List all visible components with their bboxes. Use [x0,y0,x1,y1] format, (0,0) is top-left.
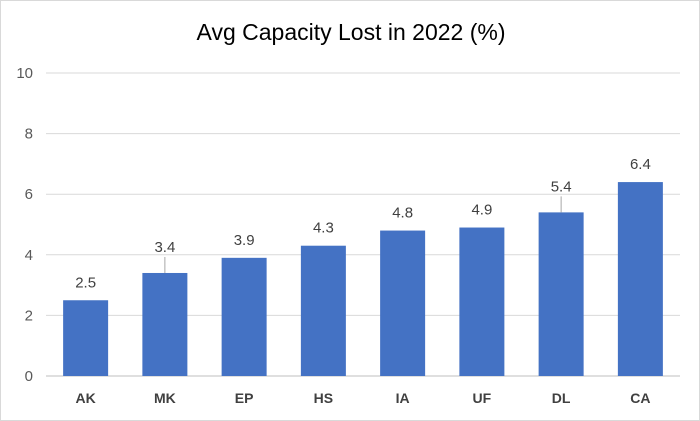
x-axis-categories: AK MK EP HS IA UF DL CA [76,390,651,406]
bar-CA [617,182,663,376]
data-label: 3.9 [234,232,255,249]
x-category-label: HS [314,390,333,406]
bar-AK [63,300,109,376]
data-label: 5.4 [551,178,572,195]
y-tick-label: 4 [25,247,33,264]
bar-DL [538,212,584,376]
x-category-label: UF [473,390,492,406]
data-label: 2.5 [75,274,96,291]
x-category-label: DL [552,390,571,406]
y-tick-label: 8 [25,126,33,143]
bars [63,182,663,376]
bar-EP [221,257,267,376]
bar-IA [380,230,426,376]
chart-title: Avg Capacity Lost in 2022 (%) [196,19,506,45]
y-tick-label: 0 [25,368,33,385]
data-label: 6.4 [630,156,651,173]
data-label: 4.3 [313,220,334,237]
y-axis-ticks: 0 2 4 6 8 10 [16,65,33,385]
x-category-label: MK [154,390,176,406]
y-tick-label: 6 [25,186,33,203]
gridlines [46,72,680,377]
x-category-label: AK [76,390,96,406]
bar-HS [300,245,346,376]
data-label-leaders [164,196,562,273]
y-tick-label: 2 [25,307,33,324]
x-category-label: CA [630,390,650,406]
x-category-label: IA [396,390,410,406]
bar-MK [142,272,188,376]
data-label: 3.4 [154,239,175,256]
data-label: 4.8 [392,205,413,222]
bar-UF [459,227,505,376]
data-labels: 2.5 3.4 3.9 4.3 4.8 4.9 5.4 6.4 [75,156,651,291]
y-tick-label: 10 [16,65,33,82]
x-category-label: EP [235,390,254,406]
data-label: 4.9 [471,202,492,219]
